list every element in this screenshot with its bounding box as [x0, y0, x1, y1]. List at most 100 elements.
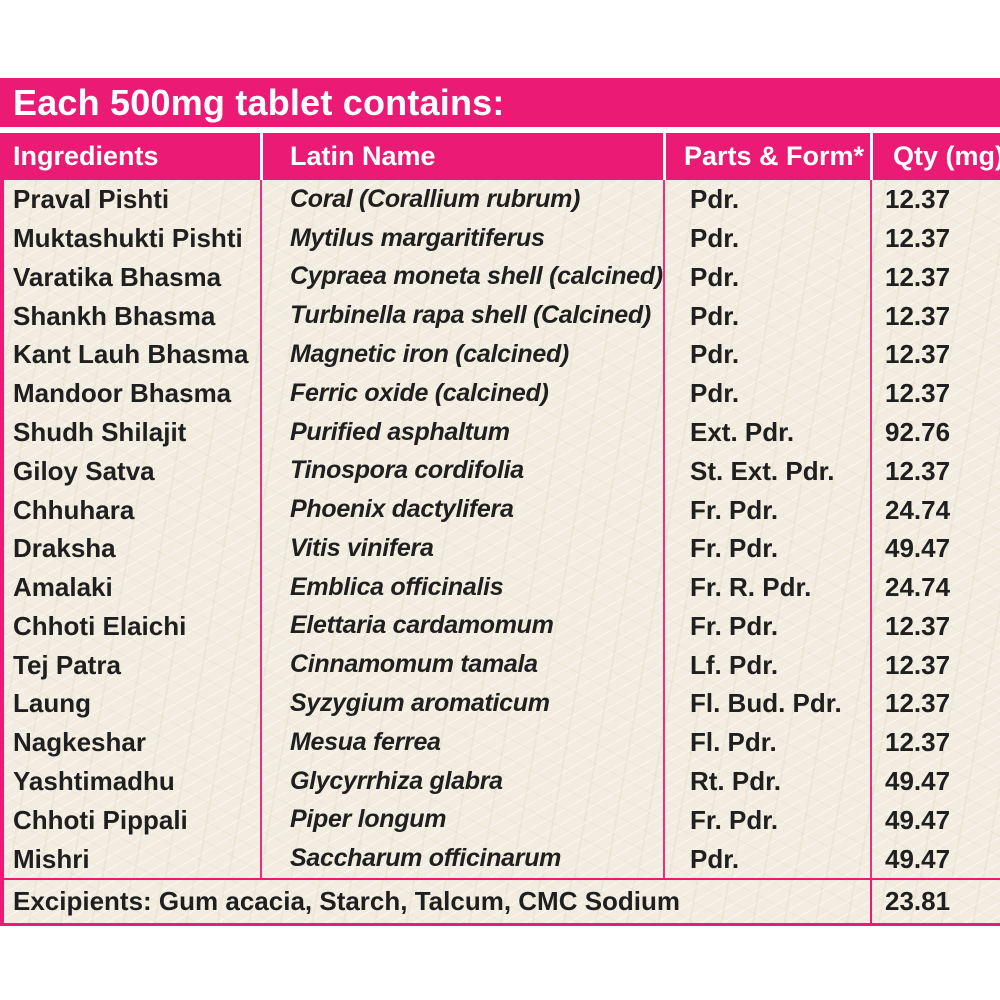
latin-name-cell: Tinospora cordifolia — [290, 456, 524, 485]
qty-cell: 12.37 — [885, 378, 951, 409]
table-row: Chhoti Elaichi Elettaria cardamomum Fr. … — [4, 607, 1000, 646]
excipients-label: Excipients: Gum acacia, Starch, Talcum, … — [13, 886, 681, 916]
ingredient-cell: Varatika Bhasma — [13, 261, 222, 292]
latin-name-cell: Coral (Corallium rubrum) — [290, 184, 581, 213]
qty-cell: 24.74 — [885, 494, 951, 525]
parts-form-cell: Fr. R. Pdr. — [690, 572, 812, 603]
parts-form-cell: Fr. Pdr. — [690, 610, 779, 641]
qty-cell: 49.47 — [885, 843, 951, 874]
parts-form-cell: Fr. Pdr. — [690, 804, 779, 835]
latin-name-cell: Mytilus margaritiferus — [290, 223, 545, 252]
qty-cell: 12.37 — [885, 688, 951, 719]
parts-form-cell: Pdr. — [690, 261, 740, 292]
table-row: Giloy Satva Tinospora cordifolia St. Ext… — [4, 451, 1000, 490]
column-header-latin-name: Latin Name — [260, 133, 663, 180]
latin-name-cell: Vitis vinifera — [290, 533, 434, 562]
table-row: Tej Patra Cinnamomum tamala Lf. Pdr. 12.… — [4, 645, 1000, 684]
latin-name-cell: Cinnamomum tamala — [290, 650, 538, 679]
parts-form-cell: Pdr. — [690, 223, 740, 254]
parts-form-cell: Pdr. — [690, 843, 740, 874]
qty-cell: 49.47 — [885, 533, 951, 564]
table-header: Ingredients Latin Name Parts & Form* Qty… — [0, 133, 1000, 180]
qty-cell: 12.37 — [885, 727, 951, 758]
table-row: Muktashukti Pishti Mytilus margaritiferu… — [4, 219, 1000, 258]
latin-name-cell: Syzygium aromaticum — [290, 688, 550, 717]
qty-cell: 12.37 — [885, 184, 951, 215]
qty-cell: 49.47 — [885, 804, 951, 835]
latin-name-cell: Phoenix dactylifera — [290, 495, 514, 524]
table-row: Shudh Shilajit Purified asphaltum Ext. P… — [4, 413, 1000, 452]
qty-cell: 12.37 — [885, 455, 951, 486]
table-row: Nagkeshar Mesua ferrea Fl. Pdr. 12.37 — [4, 723, 1000, 762]
qty-cell: 92.76 — [885, 417, 951, 448]
latin-name-cell: Saccharum officinarum — [290, 844, 562, 873]
parts-form-cell: Fl. Bud. Pdr. — [690, 688, 842, 719]
latin-name-cell: Glycyrrhiza glabra — [290, 766, 503, 795]
table-row: Amalaki Emblica officinalis Fr. R. Pdr. … — [4, 568, 1000, 607]
page-title: Each 500mg tablet contains: — [13, 81, 505, 123]
column-header-qty: Qty (mg) — [870, 133, 1000, 180]
table-row: Shankh Bhasma Turbinella rapa shell (Cal… — [4, 296, 1000, 335]
table-row: Kant Lauh Bhasma Magnetic iron (calcined… — [4, 335, 1000, 374]
column-header-ingredients: Ingredients — [13, 141, 159, 171]
latin-name-cell: Emblica officinalis — [290, 572, 504, 601]
ingredient-cell: Praval Pishti — [13, 184, 170, 215]
latin-name-cell: Piper longum — [290, 805, 447, 834]
qty-cell: 12.37 — [885, 649, 951, 680]
excipients-qty: 23.81 — [870, 880, 1000, 923]
ingredient-cell: Chhoti Pippali — [13, 804, 188, 835]
qty-cell: 12.37 — [885, 610, 951, 641]
qty-cell: 24.74 — [885, 572, 951, 603]
column-header-parts-form: Parts & Form* — [663, 133, 870, 180]
parts-form-cell: St. Ext. Pdr. — [690, 455, 835, 486]
qty-cell: 12.37 — [885, 223, 951, 254]
latin-name-cell: Magnetic iron (calcined) — [290, 339, 569, 368]
parts-form-cell: Fr. Pdr. — [690, 494, 779, 525]
ingredient-cell: Chhuhara — [13, 494, 135, 525]
qty-cell: 49.47 — [885, 766, 951, 797]
title-bar: Each 500mg tablet contains: — [0, 78, 1000, 127]
parts-form-cell: Lf. Pdr. — [690, 649, 779, 680]
parts-form-cell: Pdr. — [690, 339, 740, 370]
qty-cell: 12.37 — [885, 261, 951, 292]
table-row: Yashtimadhu Glycyrrhiza glabra Rt. Pdr. … — [4, 762, 1000, 801]
excipients-row: Excipients: Gum acacia, Starch, Talcum, … — [0, 878, 1000, 926]
ingredient-cell: Chhoti Elaichi — [13, 610, 187, 641]
latin-name-cell: Mesua ferrea — [290, 727, 441, 756]
latin-name-cell: Purified asphaltum — [290, 417, 510, 446]
table-row: Chhoti Pippali Piper longum Fr. Pdr. 49.… — [4, 800, 1000, 839]
table-body: Praval Pishti Coral (Corallium rubrum) P… — [0, 180, 1000, 878]
ingredient-cell: Laung — [13, 688, 91, 719]
parts-form-cell: Pdr. — [690, 300, 740, 331]
ingredient-cell: Giloy Satva — [13, 455, 155, 486]
latin-name-cell: Ferric oxide (calcined) — [290, 378, 549, 407]
ingredient-cell: Nagkeshar — [13, 727, 146, 758]
latin-name-cell: Turbinella rapa shell (Calcined) — [290, 301, 651, 330]
ingredient-cell: Draksha — [13, 533, 116, 564]
table-row: Draksha Vitis vinifera Fr. Pdr. 49.47 — [4, 529, 1000, 568]
parts-form-cell: Ext. Pdr. — [690, 417, 795, 448]
table-row: Varatika Bhasma Cypraea moneta shell (ca… — [4, 258, 1000, 297]
ingredient-cell: Shankh Bhasma — [13, 300, 216, 331]
parts-form-cell: Fl. Pdr. — [690, 727, 777, 758]
qty-cell: 12.37 — [885, 339, 951, 370]
qty-cell: 12.37 — [885, 300, 951, 331]
latin-name-cell: Cypraea moneta shell (calcined) — [290, 262, 663, 291]
column-separator — [663, 180, 665, 878]
parts-form-cell: Rt. Pdr. — [690, 766, 782, 797]
ingredient-cell: Muktashukti Pishti — [13, 223, 243, 254]
ingredient-cell: Mandoor Bhasma — [13, 378, 232, 409]
column-separator — [870, 180, 872, 878]
table-row: Laung Syzygium aromaticum Fl. Bud. Pdr. … — [4, 684, 1000, 723]
ingredients-table: Each 500mg tablet contains: Ingredients … — [0, 78, 1000, 926]
ingredient-cell: Tej Patra — [13, 649, 121, 680]
table-row: Mishri Saccharum officinarum Pdr. 49.47 — [4, 839, 1000, 878]
title-divider — [0, 127, 1000, 133]
table-row: Chhuhara Phoenix dactylifera Fr. Pdr. 24… — [4, 490, 1000, 529]
ingredient-cell: Yashtimadhu — [13, 766, 175, 797]
table-row: Mandoor Bhasma Ferric oxide (calcined) P… — [4, 374, 1000, 413]
latin-name-cell: Elettaria cardamomum — [290, 611, 554, 640]
column-separator — [260, 180, 262, 878]
ingredient-cell: Mishri — [13, 843, 90, 874]
